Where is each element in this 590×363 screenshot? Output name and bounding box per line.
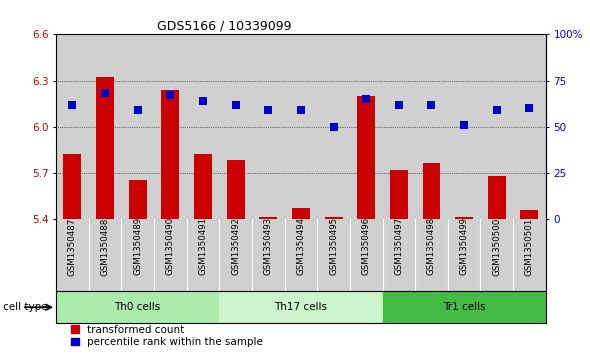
- Point: [100, 90, 110, 96]
- Text: GDS5166 / 10339099: GDS5166 / 10339099: [157, 20, 291, 33]
- Bar: [88, 34, 122, 219]
- Bar: [317, 34, 350, 219]
- Text: Th0 cells: Th0 cells: [114, 302, 161, 312]
- Point: [460, 122, 469, 128]
- Bar: [455, 217, 473, 219]
- Point: [198, 98, 208, 104]
- Bar: [390, 170, 408, 219]
- Bar: [357, 96, 375, 219]
- Bar: [63, 154, 81, 219]
- Bar: [382, 291, 546, 323]
- Bar: [161, 90, 179, 219]
- Text: cell type: cell type: [3, 302, 48, 312]
- Bar: [422, 163, 441, 219]
- Text: Th17 cells: Th17 cells: [274, 302, 327, 312]
- Bar: [186, 34, 219, 219]
- Bar: [219, 291, 382, 323]
- Bar: [56, 34, 88, 219]
- Bar: [122, 34, 154, 219]
- Bar: [350, 34, 382, 219]
- Bar: [520, 209, 539, 219]
- Point: [362, 96, 371, 102]
- Bar: [154, 34, 186, 219]
- Bar: [324, 217, 343, 219]
- Bar: [252, 34, 284, 219]
- Bar: [259, 217, 277, 219]
- Point: [296, 107, 306, 113]
- Bar: [513, 34, 546, 219]
- Bar: [448, 34, 480, 219]
- Bar: [382, 34, 415, 219]
- Point: [329, 124, 338, 130]
- Point: [525, 105, 534, 111]
- Point: [166, 93, 175, 98]
- Text: Tr1 cells: Tr1 cells: [443, 302, 486, 312]
- Legend: transformed count, percentile rank within the sample: transformed count, percentile rank withi…: [71, 325, 263, 347]
- Point: [231, 102, 240, 107]
- Bar: [194, 154, 212, 219]
- Bar: [219, 34, 252, 219]
- Point: [133, 107, 142, 113]
- Point: [264, 107, 273, 113]
- Bar: [129, 180, 147, 219]
- Bar: [96, 77, 114, 219]
- Bar: [480, 34, 513, 219]
- Point: [68, 102, 77, 107]
- Point: [492, 107, 502, 113]
- Bar: [292, 208, 310, 219]
- Bar: [227, 160, 245, 219]
- Bar: [415, 34, 448, 219]
- Bar: [284, 34, 317, 219]
- Point: [394, 102, 404, 107]
- Bar: [56, 291, 219, 323]
- Bar: [488, 176, 506, 219]
- Point: [427, 102, 436, 107]
